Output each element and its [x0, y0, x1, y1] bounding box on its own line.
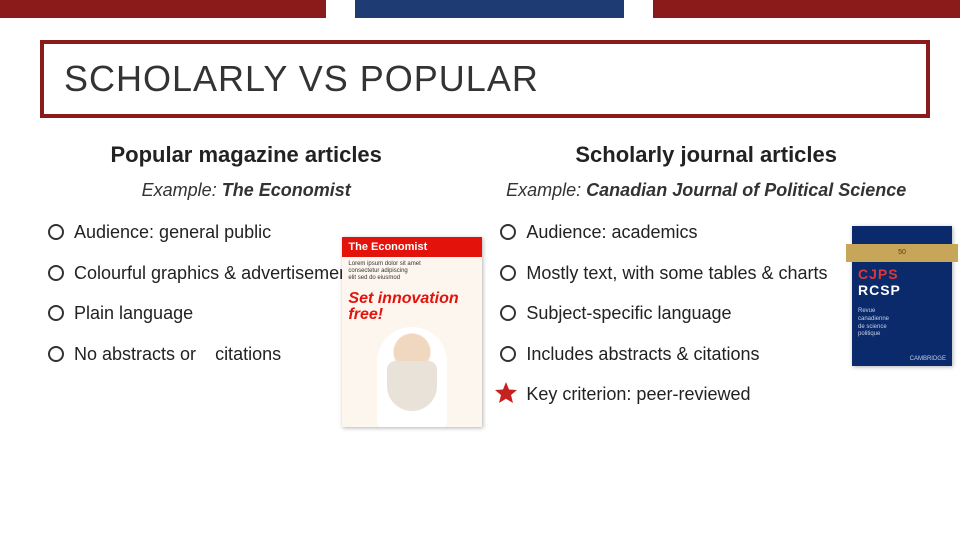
cover-publisher: CAMBRIDGE	[910, 356, 946, 362]
scholarly-example: Example: Canadian Journal of Political S…	[492, 180, 920, 201]
popular-heading: Popular magazine articles	[40, 142, 452, 168]
title-block: SCHOLARLY VS POPULAR	[40, 40, 930, 118]
decorative-stripe	[0, 0, 960, 18]
economist-cover: The Economist Lorem ipsum dolor sit amet…	[342, 237, 482, 427]
key-criterion: Key criterion: peer-reviewed	[498, 383, 920, 406]
popular-column: Popular magazine articles Example: The E…	[40, 142, 462, 424]
star-icon	[494, 381, 518, 405]
popular-example: Example: The Economist	[40, 180, 452, 201]
scholarly-heading: Scholarly journal articles	[492, 142, 920, 168]
cover-banner: 50	[846, 244, 958, 262]
cover-masthead: The Economist	[342, 237, 482, 257]
cjps-cover: 50 CJPS RCSP Revuecanadiennede sciencepo…	[852, 226, 952, 366]
scholarly-column: Scholarly journal articles Example: Cana…	[462, 142, 920, 424]
slide-title: SCHOLARLY VS POPULAR	[64, 58, 906, 100]
